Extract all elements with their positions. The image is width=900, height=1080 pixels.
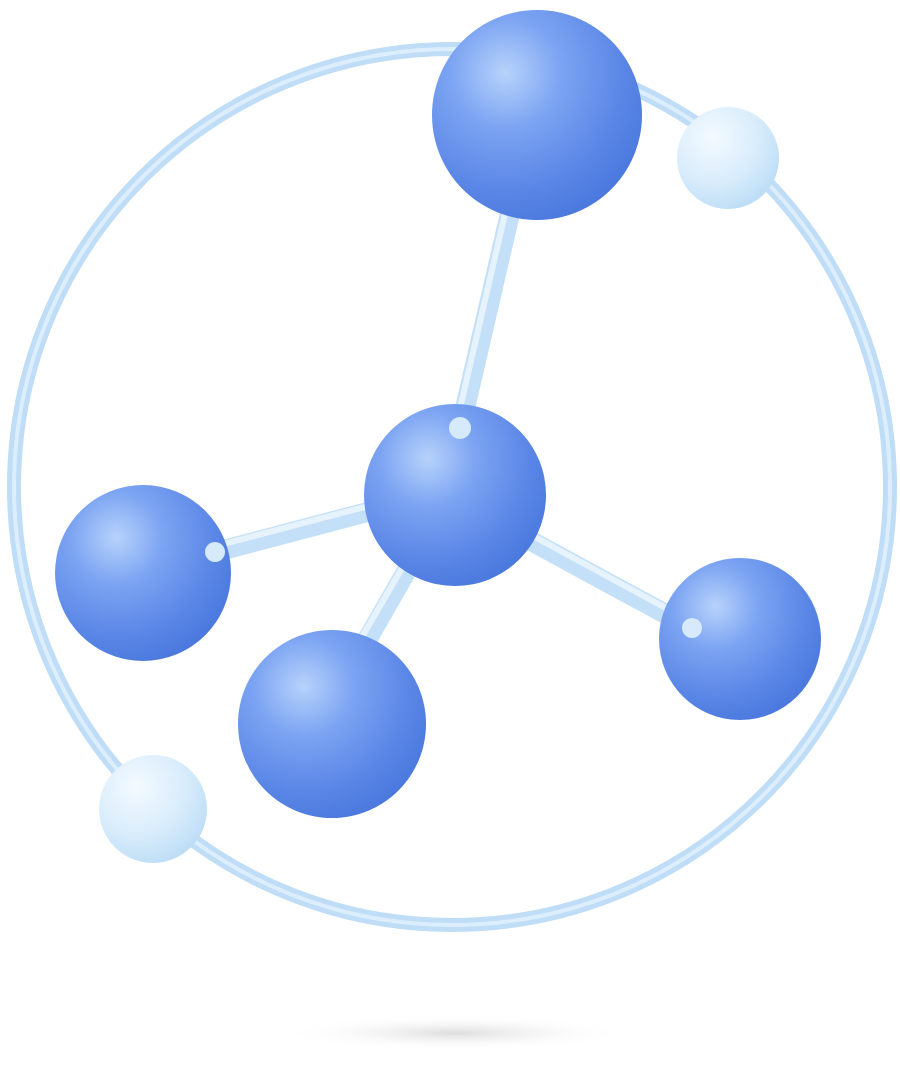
orbit-satellite-top-right [677,107,779,209]
bond-left [202,500,385,563]
bond-top [450,195,522,440]
atom-left [55,485,231,661]
ground-shadow [280,1015,630,1051]
atom-center [364,404,546,586]
atom-bottom [238,630,426,818]
bond-bottom [357,555,420,650]
orbit-satellite-bottom-left [99,755,207,863]
atom-top [432,10,642,220]
atom-right [659,558,821,720]
